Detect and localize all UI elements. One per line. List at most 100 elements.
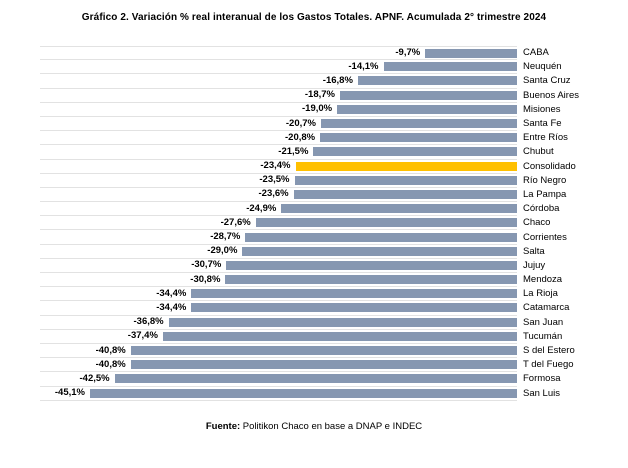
value-label: -21,5% [278, 145, 309, 157]
plot-cell: -27,6% [40, 216, 517, 231]
plot-cell: -18,7% [40, 89, 517, 103]
bar-row: -23,6% La Pampa [40, 188, 624, 203]
bar-row: -40,8% S del Estero [40, 344, 624, 359]
category-label: Entre Ríos [523, 132, 568, 144]
value-label: -30,8% [190, 273, 221, 285]
bar-row: -24,9% Córdoba [40, 202, 624, 217]
bar-row: -16,8% Santa Cruz [40, 74, 624, 89]
bar-chart: -9,7% CABA -14,1% Neuquén -16,8% Santa C… [40, 46, 624, 401]
value-label: -40,8% [95, 358, 126, 370]
bar [295, 161, 517, 171]
value-label: -45,1% [54, 387, 85, 399]
source-text: Politikon Chaco en base a DNAP e INDEC [240, 421, 423, 432]
value-label: -30,7% [191, 259, 222, 271]
category-label: Salta [523, 245, 545, 257]
source-note: Fuente: Politikon Chaco en base a DNAP e… [0, 421, 628, 432]
value-label: -36,8% [133, 316, 164, 328]
value-label: -34,4% [156, 287, 187, 299]
plot-cell: -30,7% [40, 259, 517, 273]
value-label: -19,0% [302, 103, 333, 115]
bar-row: -45,1% San Luis [40, 387, 624, 401]
plot-cell: -28,7% [40, 230, 517, 245]
bar [255, 218, 517, 228]
value-label: -18,7% [304, 89, 335, 101]
bar [114, 374, 517, 384]
value-label: -24,9% [246, 202, 277, 214]
plot-cell: -45,1% [40, 387, 517, 401]
category-label: Misiones [523, 103, 561, 115]
bar-row: -42,5% Formosa [40, 372, 624, 387]
value-label: -42,5% [79, 372, 110, 384]
bar [321, 119, 517, 129]
chart-title: Gráfico 2. Variación % real interanual d… [81, 12, 547, 23]
plot-cell: -29,0% [40, 245, 517, 259]
bar [225, 275, 517, 285]
plot-cell: -23,6% [40, 188, 517, 203]
bar [90, 388, 517, 398]
plot-cell: -24,9% [40, 202, 517, 217]
plot-cell: -36,8% [40, 316, 517, 330]
value-label: -23,5% [259, 174, 290, 186]
value-label: -16,8% [322, 74, 353, 86]
category-label: Neuquén [523, 61, 562, 73]
bar-row: -9,7% CABA [40, 46, 624, 61]
bar [245, 232, 517, 242]
bar [383, 62, 517, 72]
category-label: Catamarca [523, 302, 570, 314]
category-label: Mendoza [523, 274, 563, 286]
plot-cell: -42,5% [40, 372, 517, 387]
category-label: La Rioja [523, 288, 558, 300]
bar-row: -21,5% Chubut [40, 145, 624, 160]
bar [357, 76, 517, 86]
bar-row: -36,8% San Juan [40, 316, 624, 330]
category-label: Chubut [523, 146, 554, 158]
bar-row: -18,7% Buenos Aires [40, 89, 624, 103]
category-label: Córdoba [523, 203, 560, 215]
bar [340, 90, 517, 100]
bar [337, 104, 517, 114]
category-label: La Pampa [523, 188, 567, 200]
bar [162, 331, 517, 341]
category-label: San Luis [523, 387, 560, 399]
bar [294, 175, 517, 185]
category-label: Consolidado [523, 160, 576, 172]
value-label: -20,7% [285, 117, 316, 129]
bar-row: -28,7% Corrientes [40, 230, 624, 245]
bar [168, 317, 517, 327]
bar-row: -20,7% Santa Fe [40, 117, 624, 132]
bar-row: -19,0% Misiones [40, 103, 624, 117]
category-label: Jujuy [523, 259, 546, 271]
category-label: Tucumán [523, 330, 563, 342]
plot-cell: -37,4% [40, 330, 517, 344]
value-label: -23,4% [260, 160, 291, 172]
plot-cell: -23,4% [40, 160, 517, 174]
plot-cell: -34,4% [40, 287, 517, 302]
category-label: T del Fuego [523, 359, 574, 371]
value-label: -27,6% [220, 216, 251, 228]
plot-cell: -40,8% [40, 358, 517, 373]
value-label: -20,8% [285, 131, 316, 143]
plot-cell: -20,7% [40, 117, 517, 132]
bar-row: -29,0% Salta [40, 245, 624, 259]
bar-row: -34,4% La Rioja [40, 287, 624, 302]
plot-cell: -20,8% [40, 131, 517, 146]
category-label: Buenos Aires [523, 89, 579, 101]
plot-cell: -34,4% [40, 301, 517, 316]
value-label: -34,4% [156, 301, 187, 313]
bar [130, 346, 517, 356]
value-label: -23,6% [258, 188, 289, 200]
plot-cell: -16,8% [40, 74, 517, 89]
bar [320, 133, 517, 143]
plot-cell: -19,0% [40, 103, 517, 117]
plot-cell: -14,1% [40, 60, 517, 75]
bar-row: -37,4% Tucumán [40, 330, 624, 344]
bar-row: -23,4% Consolidado [40, 160, 624, 174]
bar [425, 48, 517, 58]
bar [191, 303, 517, 313]
bar-row: -34,4% Catamarca [40, 301, 624, 316]
value-label: -14,1% [348, 60, 379, 72]
category-label: S del Estero [523, 345, 575, 357]
bar-row: -27,6% Chaco [40, 216, 624, 231]
value-label: -28,7% [210, 231, 241, 243]
category-label: Formosa [523, 373, 561, 385]
